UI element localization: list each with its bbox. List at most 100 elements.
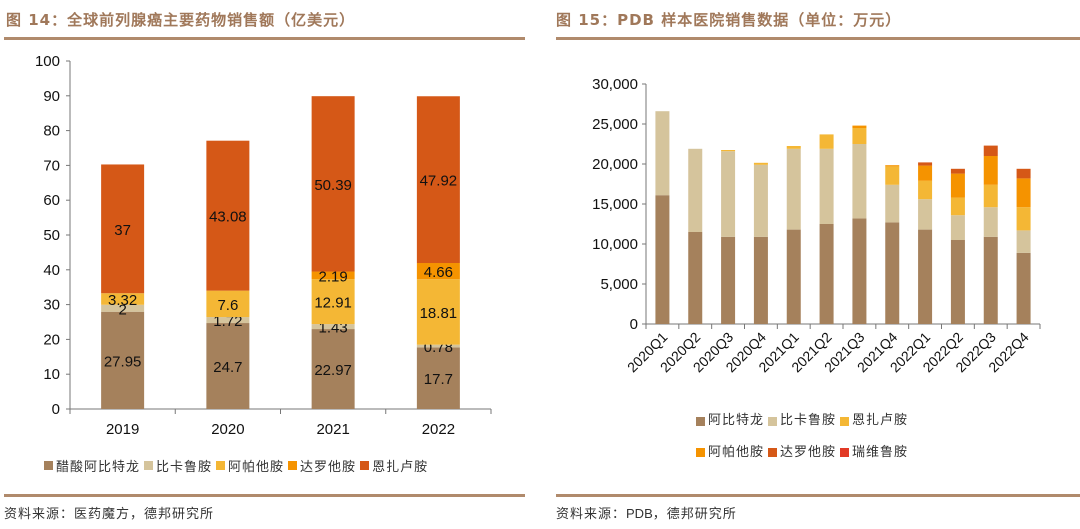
bar-segment-恩扎卢胺-2020Q3: [721, 150, 736, 152]
bar-segment-阿比特龙-2021Q2: [819, 224, 834, 324]
legend-label: 比卡鲁胺: [780, 413, 837, 428]
y-tick-label: 0: [630, 316, 638, 333]
x-tick-label: 2020: [211, 421, 244, 438]
bar-segment-达罗他胺-2022Q2: [950, 168, 965, 174]
legend-swatch-icon: [840, 416, 850, 426]
data-label: 47.92: [420, 173, 458, 190]
x-tick-label: 2019: [106, 421, 139, 438]
legend-swatch-icon: [360, 461, 370, 470]
data-label: 37: [114, 222, 131, 239]
legend-swatch-icon: [696, 416, 705, 426]
data-label: 4.66: [424, 264, 453, 281]
bar-segment-阿帕他胺-2019: [101, 293, 145, 305]
source-divider: [556, 494, 1080, 497]
bar-segment-阿比特龙-2022Q4: [1016, 252, 1031, 324]
figure-14-title: 图 14：全球前列腺癌主要药物销售额（亿美元）: [6, 11, 356, 29]
bar-segment-恩扎卢胺-2021Q3: [852, 128, 867, 144]
figure-15-panel: 图 15：PDB 样本医院销售数据（单位：万元） 0 5,000 10,000 15,…: [550, 0, 1080, 529]
data-label: 17.7: [424, 371, 453, 388]
legend-label: 阿帕他胺: [708, 444, 765, 460]
legend-row: 醋酸阿比特龙 比卡鲁胺 阿帕他胺 达罗他胺 恩扎卢胺: [44, 456, 432, 475]
legend-label: 阿帕他胺: [228, 460, 285, 475]
bar-segment-阿比特龙-2022Q3: [983, 236, 998, 324]
data-label: 50.39: [314, 177, 352, 194]
data-label: 18.81: [420, 305, 458, 322]
bar-segment-恩扎卢胺-2021Q2: [819, 134, 834, 149]
bar-segment-比卡鲁胺-2019: [101, 304, 145, 312]
bar-segment-恩扎卢胺-2022Q3: [983, 184, 998, 208]
legend-label: 恩扎卢胺: [372, 460, 429, 475]
y-tick-label: 70: [43, 157, 60, 174]
bar-segment-比卡鲁胺-2022Q3: [983, 207, 998, 237]
legend-item: 达罗他胺: [768, 438, 836, 468]
bar-segment-比卡鲁胺-2021Q3: [852, 144, 867, 219]
legend-item: 阿帕他胺: [696, 438, 764, 468]
bar-segment-恩扎卢胺-2019: [101, 164, 145, 294]
bar-segment-比卡鲁胺-2021Q2: [819, 148, 834, 224]
bar-segment-醋酸阿比特龙-2022: [416, 347, 460, 409]
legend-item: 比卡鲁胺: [768, 406, 836, 436]
legend-item: 阿帕他胺: [216, 456, 284, 475]
bar-segment-阿帕他胺-2022: [416, 279, 460, 345]
legend-swatch-icon: [216, 461, 226, 470]
legend-item: 阿比特龙: [696, 406, 764, 436]
bar-segment-阿比特龙-2020Q3: [721, 236, 736, 324]
legend-label: 恩扎卢胺: [852, 413, 909, 428]
source-prefix: 资料来源：: [556, 507, 627, 522]
bar-segment-恩扎卢胺-2021Q1: [786, 146, 801, 149]
bar-segment-比卡鲁胺-2020Q1: [655, 111, 670, 196]
bar-segment-恩扎卢胺-2022: [416, 96, 460, 264]
data-label: 2.19: [319, 268, 348, 285]
legend-label: 瑞维鲁胺: [852, 444, 909, 460]
figure-15-source: 资料来源：PDB，德邦研究所: [556, 503, 737, 522]
legend-swatch-icon: [840, 448, 850, 457]
bar-segment-阿帕他胺-2022Q2: [950, 173, 965, 198]
bar-segment-阿帕他胺-2022Q1: [918, 165, 933, 181]
bar-segment-达罗他胺-2022Q3: [983, 145, 998, 156]
bar-segment-阿帕他胺-2020: [206, 290, 250, 318]
bar-segment-达罗他胺-2022: [416, 263, 460, 280]
legend-row: 阿帕他胺 达罗他胺 瑞维鲁胺: [696, 438, 956, 470]
bar-segment-恩扎卢胺-2022Q1: [918, 180, 933, 200]
bar-segment-阿比特龙-2021Q1: [786, 229, 801, 324]
figure-15-title: 图 15：PDB 样本医院销售数据（单位：万元）: [556, 11, 902, 29]
bar-segment-阿比特龙-2022Q1: [918, 229, 933, 324]
legend-label: 达罗他胺: [780, 444, 837, 460]
bar-segment-阿帕他胺-2021: [311, 279, 355, 325]
bar-segment-比卡鲁胺-2021Q1: [786, 148, 801, 230]
bar-segment-比卡鲁胺-2022Q4: [1016, 230, 1031, 253]
bar-segment-阿帕他胺-2022Q4: [1016, 178, 1031, 208]
data-label: 2: [118, 301, 126, 318]
legend-label: 比卡鲁胺: [156, 460, 213, 475]
y-tick-label: 20,000: [592, 156, 638, 173]
y-tick-label: 10,000: [592, 236, 638, 253]
legend-swatch-icon: [768, 448, 778, 457]
bar-segment-恩扎卢胺-2022Q2: [950, 197, 965, 216]
source-suffix: ，德邦研究所: [652, 507, 737, 522]
y-tick-label: 100: [35, 53, 60, 70]
x-tick-label: 2022: [422, 421, 455, 438]
bar-segment-恩扎卢胺-2020: [206, 140, 250, 291]
bar-segment-阿比特龙-2022Q2: [950, 240, 965, 324]
bar-segment-比卡鲁胺-2022: [416, 344, 460, 348]
source-divider: [4, 494, 525, 497]
data-label: 43.08: [209, 209, 247, 226]
legend-item: 恩扎卢胺: [360, 456, 428, 475]
y-tick-label: 60: [43, 192, 60, 209]
y-tick-label: 80: [43, 123, 60, 140]
legend-label: 阿比特龙: [708, 413, 765, 428]
y-tick-label: 40: [43, 262, 60, 279]
bar-segment-阿比特龙-2020Q1: [655, 195, 670, 324]
legend-item: 恩扎卢胺: [840, 406, 908, 436]
figure-14-panel: 图 14：全球前列腺癌主要药物销售额（亿美元） 0 10 20 30 40 50 60 70 8…: [0, 0, 525, 529]
bar-segment-恩扎卢胺-2020Q4: [753, 162, 768, 165]
legend-swatch-icon: [44, 461, 53, 470]
bar-segment-达罗他胺-2022Q1: [918, 162, 933, 166]
legend-item: 瑞维鲁胺: [840, 438, 908, 468]
legend-swatch-icon: [144, 461, 154, 470]
legend-label: 达罗他胺: [300, 460, 357, 475]
bar-segment-阿比特龙-2021Q3: [852, 218, 867, 324]
y-tick-label: 30: [43, 297, 60, 314]
bar-segment-阿比特龙-2020Q4: [753, 236, 768, 324]
legend-swatch-icon: [768, 416, 778, 426]
